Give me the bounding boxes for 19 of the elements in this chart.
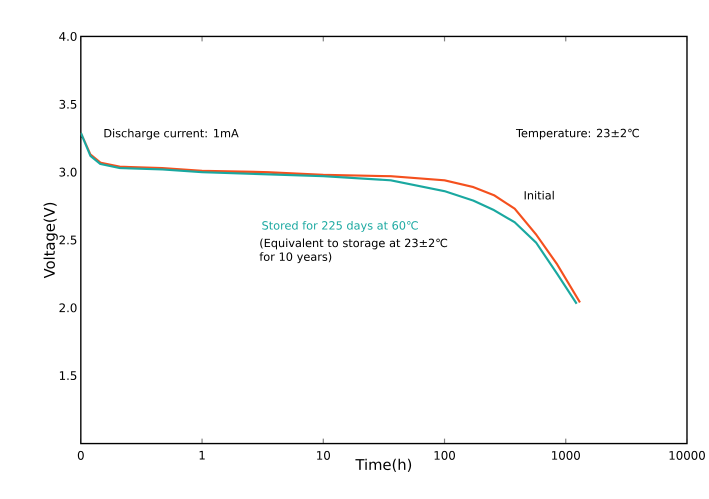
y-tick-label: 3.0: [60, 168, 77, 177]
x-tick-label: 0: [78, 451, 84, 460]
annotation: (Equivalent to storage at 23±2℃ for 10 years): [260, 238, 448, 264]
x-tick-label: 10000: [670, 451, 705, 460]
x-tick-label: 10: [317, 451, 330, 460]
y-tick-label: 2.5: [59, 236, 76, 245]
annotation: Temperature: 23±2℃: [516, 128, 639, 140]
y-tick-label: 3.5: [60, 100, 76, 109]
y-tick-label: 4.0: [59, 32, 77, 42]
x-tick-label: 1000: [552, 451, 580, 460]
y-axis-title: Voltage(V): [44, 202, 58, 278]
x-tick-label: 1: [200, 451, 205, 460]
series-label: Initial: [524, 190, 554, 200]
x-tick-label: 100: [434, 451, 455, 460]
annotation: Discharge current: 1mA: [104, 128, 239, 140]
y-tick-label: 2.0: [59, 304, 77, 312]
x-axis-title: Time(h): [355, 458, 412, 472]
y-tick-label: 1.5: [60, 371, 76, 380]
text: Stored for 225 days at 60℃: [262, 221, 418, 232]
